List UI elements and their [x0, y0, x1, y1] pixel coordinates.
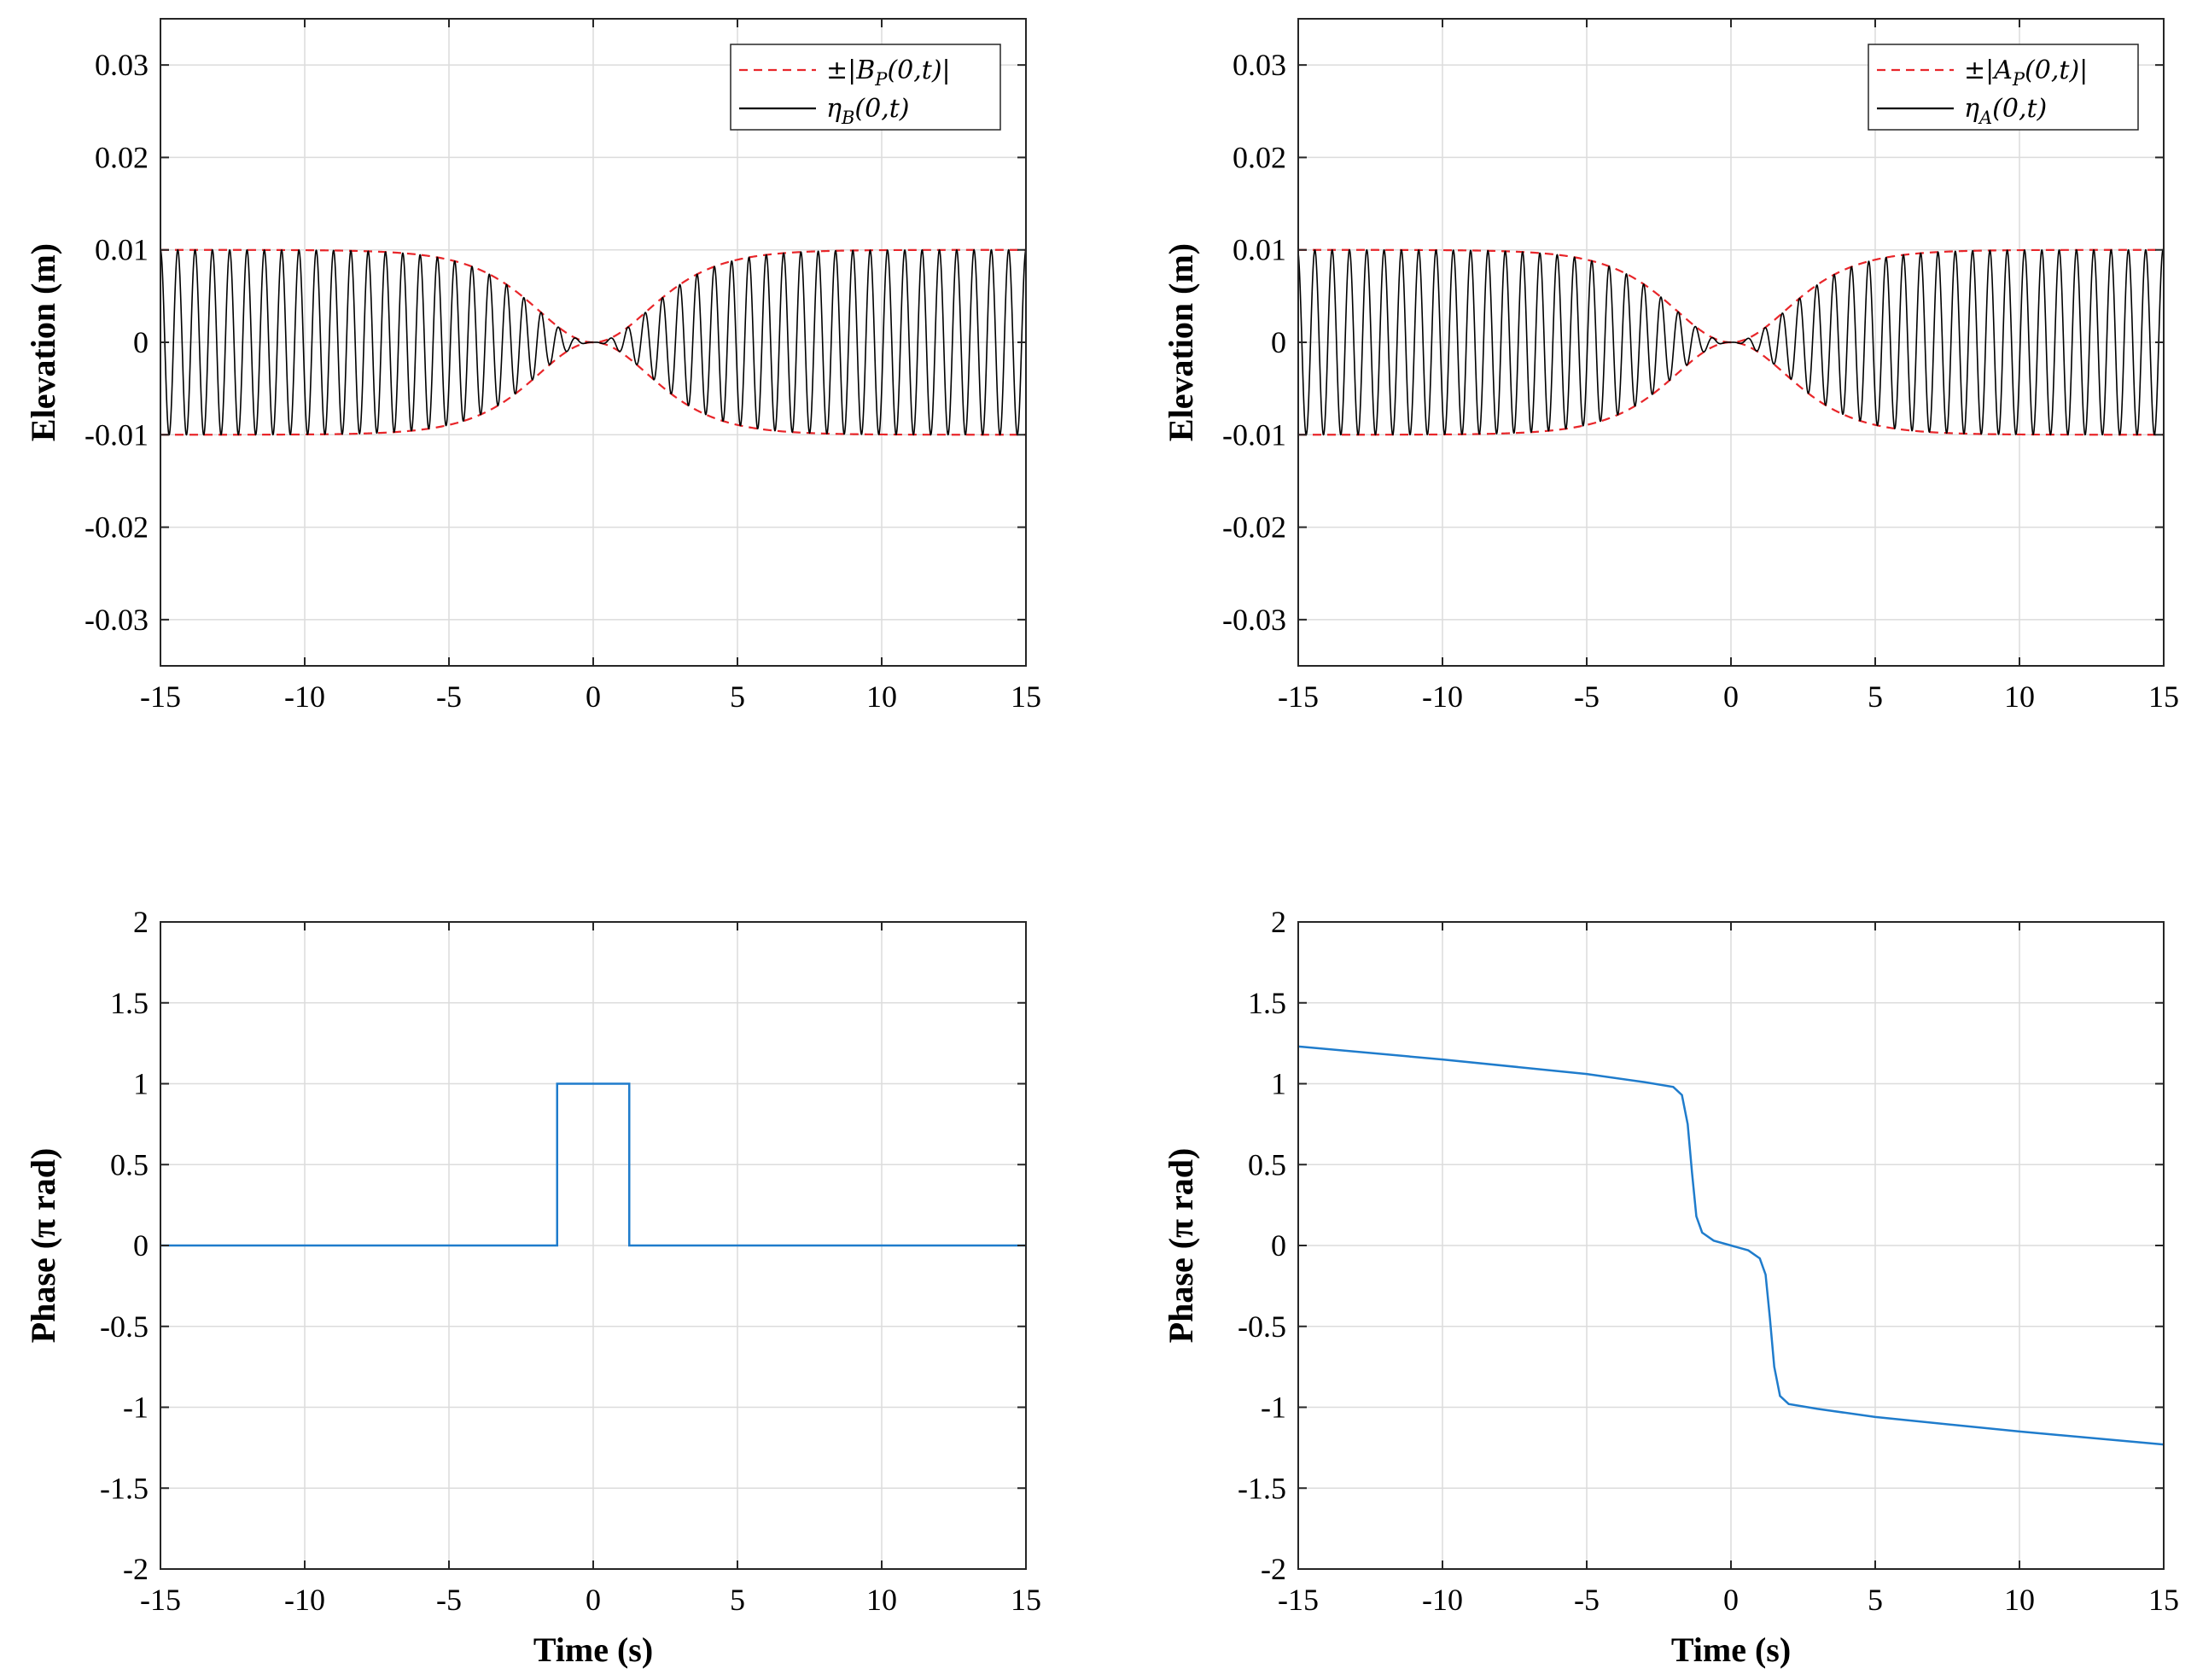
legend-label-1: ηA(0,t)	[1964, 94, 2047, 128]
y-tick-label: 0.5	[110, 1147, 149, 1181]
y-tick-label: 0	[1271, 1228, 1286, 1263]
y-tick-label: -0.02	[84, 510, 149, 545]
legend-label-main: η	[1964, 94, 1979, 124]
signal-line	[1298, 248, 2164, 436]
y-tick-label: -2	[123, 1552, 149, 1586]
y-tick-label: 0.01	[95, 233, 149, 267]
y-tick-label: 1.5	[110, 986, 149, 1020]
y-tick-label: -2	[1261, 1552, 1286, 1586]
y-tick-label: -0.03	[84, 603, 149, 637]
y-tick-label: 1	[133, 1067, 149, 1101]
y-tick-label: 0.01	[1233, 233, 1286, 267]
legend-label-sub: P	[2012, 69, 2025, 90]
legend-label-0: ±|BP(0,t)|	[826, 55, 951, 90]
subplot-tl: -15 -10 -5 0 5 10 15 0.03 0.02 0.01 0 -0.01 -0.02 -0.…	[24, 18, 1041, 714]
y-tick-label: -0.02	[1222, 510, 1286, 545]
series-group	[160, 248, 1026, 436]
x-tick-label: 0	[1723, 680, 1739, 714]
y-tick-label: 0	[133, 325, 149, 359]
subplot-br: -15 -10 -5 0 5 10 15 2 1.5 1 0.5 0 -0.5 -1 -1.5 -2 Phase…	[1162, 905, 2179, 1669]
x-tick-label: 10	[866, 1583, 897, 1617]
x-tick-label: 5	[730, 680, 745, 714]
x-tick-label: -10	[284, 1583, 325, 1617]
legend-label-main: ±|B	[826, 55, 875, 85]
y-tick-label: -0.03	[1222, 603, 1286, 637]
x-tick-label: -5	[1574, 1583, 1600, 1617]
x-tick-label: -15	[140, 1583, 181, 1617]
x-tick-label: -15	[1278, 680, 1319, 714]
legend-label-tail: (0,t)	[1992, 94, 2047, 124]
signal-line	[160, 248, 1026, 436]
legend-label-tail: (0,t)	[854, 94, 909, 124]
legend-label-main: ±|A	[1964, 55, 2013, 85]
legend: ±|BP(0,t)| ηB(0,t)	[730, 44, 1001, 131]
x-tick-label: 0	[1723, 1583, 1739, 1617]
series-group	[1298, 248, 2164, 436]
x-tick-label: 5	[1868, 680, 1883, 714]
x-tick-label: -15	[1278, 1583, 1319, 1617]
x-tick-label: 5	[1868, 1583, 1883, 1617]
y-axis-label: Elevation (m)	[24, 243, 62, 441]
y-tick-label: 0	[133, 1228, 149, 1263]
y-tick-label: 2	[133, 905, 149, 939]
x-tick-label: -5	[1574, 680, 1600, 714]
y-tick-label: -1.5	[1238, 1471, 1286, 1505]
x-tick-label: 15	[2148, 680, 2179, 714]
y-tick-label: 0.02	[95, 140, 149, 174]
y-tick-label: -1	[123, 1391, 149, 1425]
x-tick-label: -5	[436, 680, 462, 714]
legend-label-tail: (0,t)|	[2025, 55, 2088, 85]
legend-box	[1868, 44, 2139, 131]
series-line-br-0	[1298, 1045, 2164, 1446]
x-tick-label: 5	[730, 1583, 745, 1617]
y-tick-label: 0.03	[95, 48, 149, 82]
y-tick-label: 1.5	[1248, 986, 1286, 1020]
legend: ±|AP(0,t)| ηA(0,t)	[1868, 44, 2139, 131]
y-tick-label: 0.5	[1248, 1147, 1286, 1181]
x-tick-label: -10	[1422, 680, 1463, 714]
y-tick-label: -0.5	[100, 1310, 149, 1344]
y-tick-label: 0.02	[1233, 140, 1286, 174]
legend-label-0: ±|AP(0,t)|	[1964, 55, 2088, 90]
legend-label-sub: P	[874, 69, 888, 90]
legend-label-sub: B	[841, 108, 854, 128]
series-group	[1298, 1045, 2164, 1446]
y-tick-label: -1	[1261, 1391, 1286, 1425]
y-tick-label: -0.01	[84, 417, 149, 452]
y-tick-label: 2	[1271, 905, 1286, 939]
legend-label-1: ηB(0,t)	[826, 94, 910, 128]
y-tick-label: -1.5	[100, 1471, 149, 1505]
y-tick-label: -0.01	[1222, 417, 1286, 452]
x-tick-label: 15	[1011, 1583, 1041, 1617]
x-tick-label: -10	[284, 680, 325, 714]
y-axis-label: Phase (π rad)	[1162, 1148, 1200, 1344]
subplot-tr: -15 -10 -5 0 5 10 15 0.03 0.02 0.01 0 -0.01 -0.02 -0.…	[1162, 18, 2179, 714]
x-tick-label: 15	[1011, 680, 1041, 714]
x-tick-label: 10	[2004, 680, 2035, 714]
y-axis-label: Phase (π rad)	[24, 1148, 62, 1344]
x-tick-label: 0	[586, 680, 601, 714]
x-tick-label: -10	[1422, 1583, 1463, 1617]
y-tick-label: 0	[1271, 325, 1286, 359]
subplot-bl: -15 -10 -5 0 5 10 15 2 1.5 1 0.5 0 -0.5 -1 -1.5 -2 Phase…	[24, 905, 1041, 1669]
x-tick-label: 15	[2148, 1583, 2179, 1617]
x-tick-label: -5	[436, 1583, 462, 1617]
legend-box	[730, 44, 1001, 131]
legend-label-sub: A	[1978, 108, 1992, 128]
series-group	[160, 1082, 1026, 1247]
y-tick-label: -0.5	[1238, 1310, 1286, 1344]
x-tick-label: -15	[140, 680, 181, 714]
legend-label-main: η	[826, 94, 842, 124]
x-tick-label: 10	[2004, 1583, 2035, 1617]
legend-label-tail: (0,t)|	[887, 55, 950, 85]
x-tick-label: 10	[866, 680, 897, 714]
x-axis-label: Time (s)	[533, 1630, 653, 1669]
series-line-bl-0	[160, 1082, 1026, 1247]
y-tick-label: 1	[1271, 1067, 1286, 1101]
y-tick-label: 0.03	[1233, 48, 1286, 82]
x-tick-label: 0	[586, 1583, 601, 1617]
y-axis-label: Elevation (m)	[1162, 243, 1200, 441]
x-axis-label: Time (s)	[1671, 1630, 1791, 1669]
